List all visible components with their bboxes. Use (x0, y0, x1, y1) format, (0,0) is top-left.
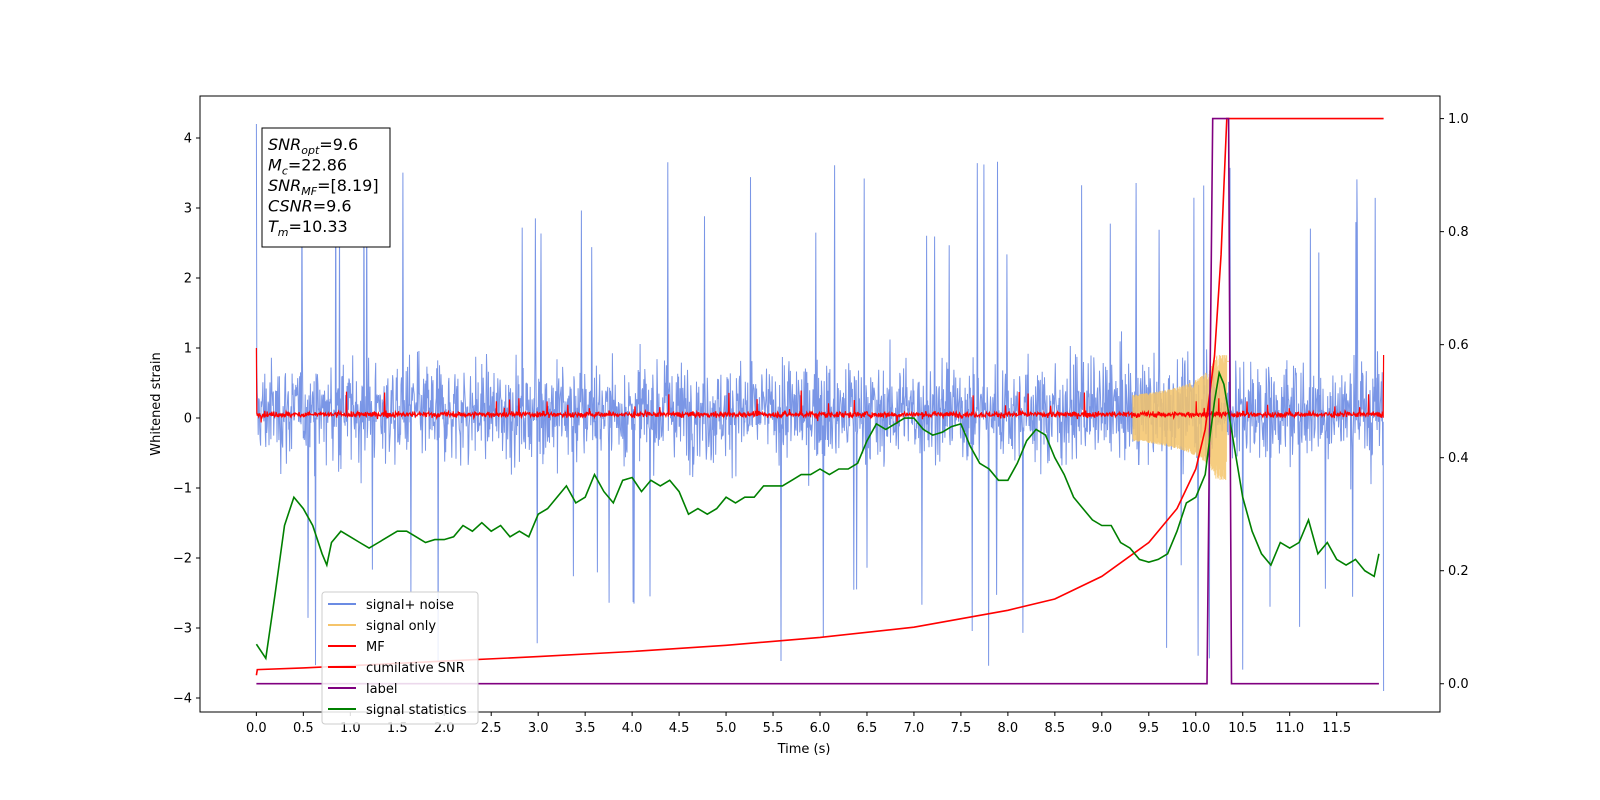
series-signal-statistics (255, 370, 1380, 661)
annotation-line: SNRopt=9.6 (268, 135, 358, 157)
legend-label: signal+ noise (366, 598, 454, 613)
annotation-line: Mc=22.86 (268, 156, 347, 178)
legend-frame (321, 591, 479, 725)
y-right-tick-label: 0.2 (1448, 564, 1469, 579)
x-tick-label: 2.0 (434, 721, 455, 736)
x-tick-label: 5.5 (763, 721, 784, 736)
y-right-tick-label: 0.6 (1448, 338, 1469, 353)
y-axis-right: 0.0 0.2 0.4 0.6 0.8 1.0 (1440, 112, 1469, 692)
x-tick-label: 0.0 (246, 721, 267, 736)
x-tick-label: 4.0 (622, 721, 643, 736)
legend-label: MF (366, 640, 385, 655)
x-tick-label: 11.0 (1275, 721, 1304, 736)
y-left-tick-label: 4 (184, 132, 192, 147)
y-left-tick-label: −1 (173, 482, 192, 497)
y-right-tick-label: 0.8 (1448, 225, 1469, 240)
x-tick-label: 10.0 (1181, 721, 1210, 736)
y-left-tick-label: −4 (173, 692, 192, 707)
x-tick-label: 10.5 (1228, 721, 1257, 736)
y-left-tick-label: −3 (173, 622, 192, 637)
x-tick-label: 9.0 (1091, 721, 1112, 736)
annotation-frame (261, 127, 391, 248)
legend-label: label (366, 682, 397, 697)
legend-label: signal statistics (366, 703, 467, 718)
x-tick-label: 8.5 (1045, 721, 1066, 736)
y-left-tick-label: 3 (184, 202, 192, 217)
x-tick-label: 9.5 (1138, 721, 1159, 736)
x-axis-label: Time (s) (777, 742, 831, 757)
annotation-line: Tm=10.33 (268, 217, 348, 239)
x-tick-label: 1.5 (387, 721, 408, 736)
y-right-tick-label: 0.0 (1448, 677, 1469, 692)
x-tick-label: 8.0 (998, 721, 1019, 736)
legend-label: signal only (366, 619, 436, 634)
x-tick-label: 3.0 (528, 721, 549, 736)
annotation-line: CSNR=9.6 (268, 197, 352, 216)
x-tick-label: 11.5 (1322, 721, 1351, 736)
x-tick-label: 1.0 (340, 721, 361, 736)
x-axis: 0.0 0.5 1.0 1.5 2.0 2.5 3.0 3.5 4.0 4.5 5.0 5.5 6.0 6… (246, 712, 1351, 736)
x-tick-label: 7.5 (951, 721, 972, 736)
annotation-line: SNRMF=[8.19] (268, 176, 379, 198)
series-label (256, 117, 1379, 685)
series-mf (255, 347, 1385, 424)
x-tick-label: 3.5 (575, 721, 596, 736)
annotation-box: SNRopt=9.6Mc=22.86SNRMF=[8.19]CSNR=9.6Tm… (261, 127, 391, 248)
y-left-tick-label: 0 (184, 412, 192, 427)
y-axis-label-left: Whitened strain (149, 352, 164, 455)
y-left-tick-label: 1 (184, 342, 192, 357)
y-left-tick-label: 2 (184, 272, 192, 287)
legend: signal+ noise signal only MF cumilative SNR… (321, 591, 479, 725)
x-tick-label: 4.5 (669, 721, 690, 736)
y-axis-left: −4 −3 −2 −1 0 1 2 3 4 (173, 132, 200, 707)
legend-label: cumilative SNR (366, 661, 465, 676)
y-right-tick-label: 0.4 (1448, 451, 1469, 466)
x-tick-label: 6.5 (857, 721, 878, 736)
x-tick-label: 7.0 (904, 721, 925, 736)
x-tick-label: 2.5 (481, 721, 502, 736)
x-tick-label: 0.5 (293, 721, 314, 736)
x-tick-label: 6.0 (810, 721, 831, 736)
y-right-tick-label: 1.0 (1448, 112, 1469, 127)
y-left-tick-label: −2 (173, 552, 192, 567)
x-tick-label: 5.0 (716, 721, 737, 736)
